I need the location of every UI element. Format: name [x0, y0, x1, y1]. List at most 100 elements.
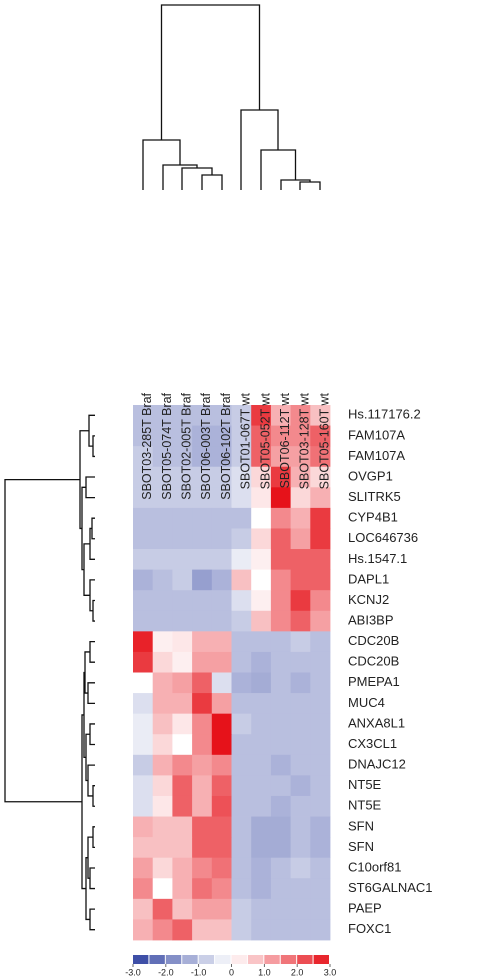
- column-label: SBOT05-160T wt: [317, 392, 331, 489]
- heatmap-cell: [152, 672, 173, 694]
- heatmap-cell: [231, 898, 252, 920]
- heatmap-cell: [270, 425, 291, 447]
- colorbar-tick-label: -3.0: [125, 967, 141, 977]
- heatmap-cell: [270, 754, 291, 776]
- colorbar: -3.0 -2.0 -1.0 0 1.0 2.0 3.0: [125, 955, 336, 977]
- heatmap-cell: [133, 651, 154, 673]
- heatmap-cell: [172, 405, 193, 426]
- heatmap-cell: [211, 610, 232, 632]
- heatmap-cell: [192, 898, 213, 920]
- heatmap-cell: [310, 487, 331, 509]
- heatmap-cell: [172, 631, 193, 653]
- colorbar-tick-label: 1.0: [258, 967, 271, 977]
- row-label: ANXA8L1: [348, 715, 405, 730]
- row-label: SFN: [348, 839, 374, 854]
- heatmap-cell: [310, 631, 331, 653]
- heatmap-cell: [211, 713, 232, 735]
- row-label: FAM107A: [348, 427, 405, 442]
- colorbar-tick-label: 0: [229, 967, 234, 977]
- colorbar-tick-label: -1.0: [191, 967, 207, 977]
- heatmap-cell: [211, 734, 232, 756]
- heatmap-cell: [251, 569, 272, 591]
- heatmap-cell: [290, 713, 311, 735]
- heatmap-cell: [251, 610, 272, 632]
- heatmap-cell: [310, 754, 331, 776]
- column-label: SBOT06-102T Braf: [219, 392, 233, 499]
- heatmap-cell: [231, 466, 252, 488]
- heatmap-cell: [290, 507, 311, 529]
- heatmap-cell: [310, 405, 331, 426]
- heatmap-cell: [172, 610, 193, 632]
- heatmap-cell: [270, 631, 291, 653]
- heatmap-cell: [133, 446, 154, 468]
- heatmap-cell: [310, 837, 331, 859]
- heatmap-cell: [310, 693, 331, 715]
- heatmap-cell: [211, 549, 232, 571]
- heatmap-cell: [172, 857, 193, 879]
- heatmap-cell: [172, 795, 193, 817]
- heatmap-cell: [251, 795, 272, 817]
- heatmap-cell: [192, 775, 213, 797]
- heatmap-cell: [133, 672, 154, 694]
- heatmap-cell: [231, 754, 252, 776]
- heatmap-cell: [192, 816, 213, 838]
- heatmap-cell: [192, 549, 213, 571]
- heatmap-cell: [133, 857, 154, 879]
- heatmap-cell: [192, 651, 213, 673]
- heatmap-cell: [251, 754, 272, 776]
- heatmap-cell: [310, 898, 331, 920]
- heatmap-cell: [290, 425, 311, 447]
- colorbar-swatch: [297, 955, 313, 964]
- row-label: CDC20B: [348, 633, 399, 648]
- heatmap-cell: [192, 466, 213, 488]
- heatmap-cell: [251, 590, 272, 612]
- row-label: CX3CL1: [348, 736, 397, 751]
- heatmap-cell: [231, 487, 252, 509]
- heatmap-cell: [310, 816, 331, 838]
- colorbar-swatch: [264, 955, 280, 964]
- heatmap-cell: [270, 549, 291, 571]
- heatmap-cell: [172, 507, 193, 529]
- heatmap-cells: [133, 405, 331, 941]
- heatmap-cell: [192, 569, 213, 591]
- heatmap-cell: [231, 775, 252, 797]
- dendrogram-branch: [89, 867, 95, 890]
- heatmap-cell: [270, 466, 291, 488]
- colorbar-swatch: [313, 955, 329, 964]
- heatmap-cell: [152, 816, 173, 838]
- heatmap-cell: [152, 446, 173, 468]
- dendrogram-branch: [92, 826, 95, 849]
- heatmap-cell: [270, 610, 291, 632]
- colorbar-swatch: [149, 955, 165, 964]
- row-label: NT5E: [348, 777, 382, 792]
- heatmap-cell: [211, 405, 232, 426]
- dendrogram-branch: [160, 4, 261, 140]
- heatmap-cell: [251, 857, 272, 879]
- heatmap-cell: [172, 672, 193, 694]
- heatmap-cell: [270, 713, 291, 735]
- heatmap-cell: [133, 795, 154, 817]
- heatmap-cell: [231, 631, 252, 653]
- heatmap-cell: [270, 590, 291, 612]
- heatmap-cell: [251, 507, 272, 529]
- heatmap-cell: [152, 425, 173, 447]
- heatmap-cell: [133, 507, 154, 529]
- colorbar-swatch: [280, 955, 297, 964]
- heatmap-cell: [152, 693, 173, 715]
- heatmap-cell: [172, 693, 193, 715]
- heatmap-cell: [152, 590, 173, 612]
- heatmap-cell: [251, 919, 272, 941]
- heatmap-cell: [270, 446, 291, 468]
- heatmap-cell: [211, 487, 232, 509]
- heatmap-cell: [270, 693, 291, 715]
- heatmap-cell: [231, 507, 252, 529]
- heatmap-cell: [211, 466, 232, 488]
- heatmap-cell: [270, 651, 291, 673]
- row-label: SFN: [348, 818, 374, 833]
- heatmap-cell: [310, 446, 331, 468]
- heatmap-cell: [172, 754, 193, 776]
- heatmap-cell: [133, 487, 154, 509]
- heatmap-cell: [251, 898, 272, 920]
- heatmap-cell: [270, 672, 291, 694]
- heatmap-cell: [211, 795, 232, 817]
